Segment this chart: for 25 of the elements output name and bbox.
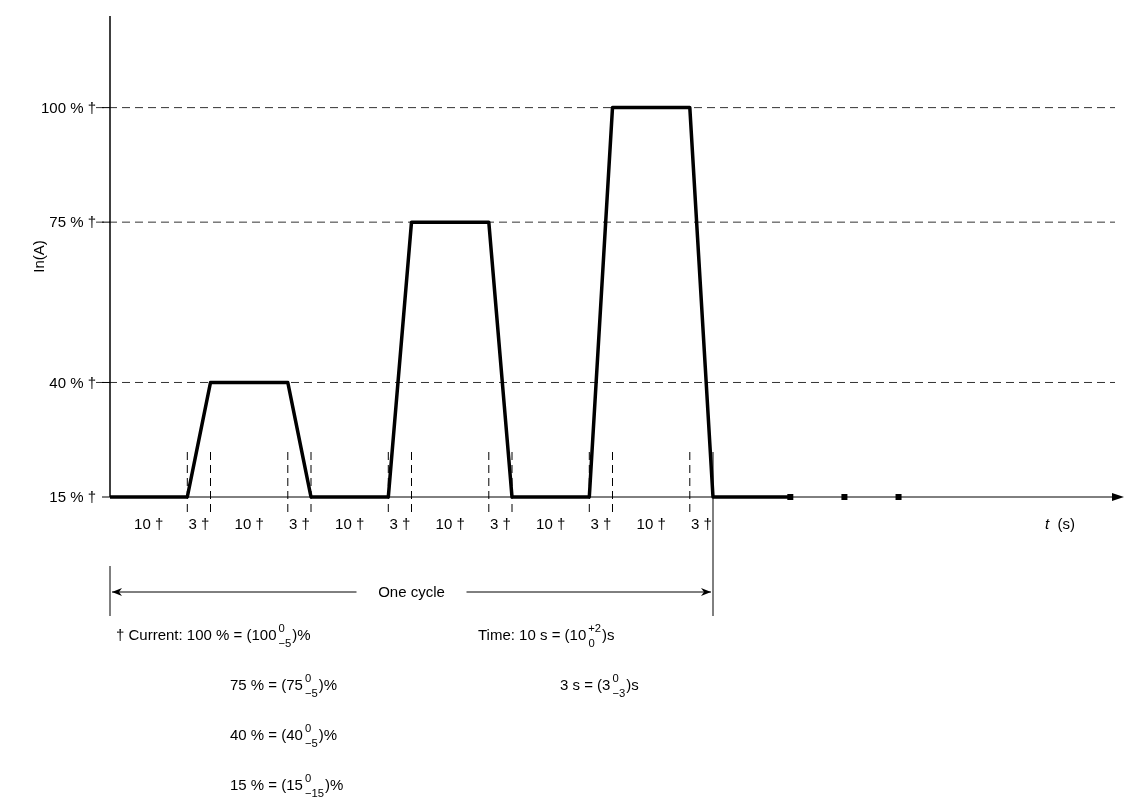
text: 10 † [335, 515, 365, 532]
y-tick-label: 40 % † [49, 373, 96, 391]
text: 10 † [435, 515, 465, 532]
text: 10 † [234, 515, 264, 532]
text: 3 † [590, 515, 612, 532]
text: † Current: 100 % = (100$^{0}$$_{−5}$)% [116, 622, 311, 649]
y-tick-label: 15 % † [49, 488, 96, 506]
text: 10 † [134, 515, 164, 532]
y-tick-label: 100 % † [40, 98, 96, 116]
text: One cycle [378, 583, 445, 600]
text: 3 † [288, 515, 310, 532]
text: 75 % = (75$^{0}$$_{−5}$)% [230, 672, 338, 699]
text: 15 % = (15$^{0}$$_{−15}$)% [230, 772, 344, 799]
y-tick-label: 75 % † [49, 213, 96, 231]
text: 3 † [489, 515, 511, 532]
text: 40 % = (40$^{0}$$_{−5}$)% [230, 722, 338, 749]
text: 3 † [188, 515, 210, 532]
text: 3 † [389, 515, 411, 532]
text: 3 s = (3$^{0}$$_{−3}$)s [560, 672, 639, 699]
y-axis-title: In(A) [30, 240, 47, 273]
text: 3 † [690, 515, 712, 532]
x-axis-title: t (s) [1045, 515, 1075, 532]
text: 10 † [536, 515, 566, 532]
text: Time: 10 s = (10$^{+2}$$_{0}$)s [478, 622, 615, 649]
text: 10 † [636, 515, 666, 532]
